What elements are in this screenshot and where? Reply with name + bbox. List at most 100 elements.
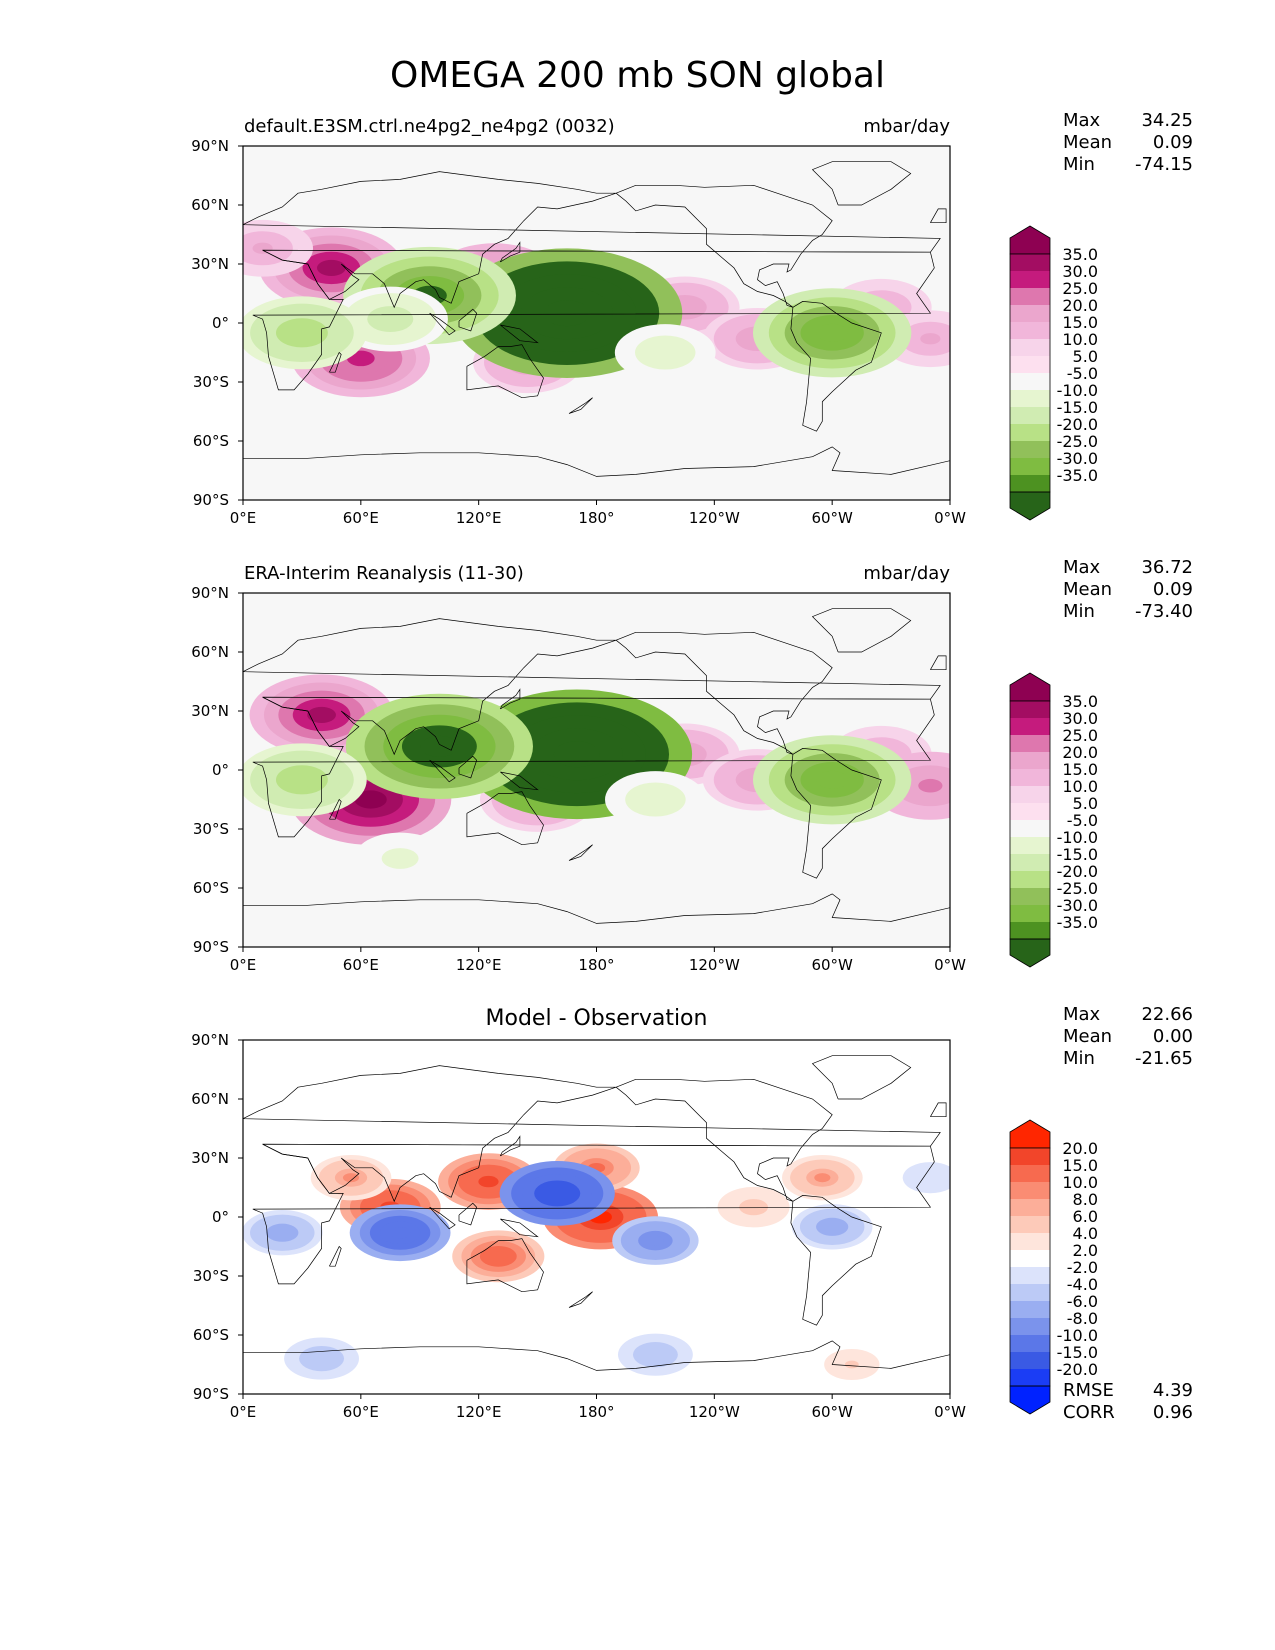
x-tick-label: 60°W [811,956,853,974]
coastline [499,241,521,263]
field-contour [478,1175,499,1188]
colorbar: 35.030.025.020.015.010.05.0-5.0-10.0-15.… [1009,225,1098,521]
coastline [252,1143,935,1285]
colorbar-label: 6.0 [1073,1207,1098,1226]
field-contour [288,325,315,341]
colorbar-label: 5.0 [1073,794,1098,813]
metric-label: CORR [1063,1402,1115,1423]
x-tick-label: 120°E [456,509,502,527]
stat-label: Max [1063,110,1101,131]
stats-box: Max 36.72 Mean 0.09 Min -73.40 [1063,557,1193,623]
panel-title: default.E3SM.ctrl.ne4pg2_ne4pg2 (0032) [244,116,615,137]
figure-title: OMEGA 200 mb SON global [390,55,885,96]
colorbar-extend-low [1009,938,1051,968]
stat-label: Mean [1063,132,1113,153]
x-tick-label: 120°E [456,1403,502,1421]
field-contour [655,346,676,359]
y-tick-label: 0° [212,761,229,779]
colorbar-segment [1010,339,1050,356]
colorbar-extend-low [1009,1385,1051,1415]
colorbar-segment [1010,424,1050,441]
colorbar-segment [1010,1267,1050,1284]
panel-title: Model - Observation [485,1006,708,1031]
colorbar-segment [1010,1199,1050,1216]
x-tick-label: 0°E [230,509,257,527]
colorbar-label: 2.0 [1073,1241,1098,1260]
colorbar-extend-high [1009,672,1051,702]
y-tick-label: 30°N [191,702,229,720]
coastline [466,344,544,399]
stat-value: -73.40 [1134,601,1193,622]
stat-value: 22.66 [1141,1004,1193,1025]
coastline [500,771,539,791]
stat-row: Max 34.25 [1063,110,1193,132]
coastlines [243,608,950,924]
x-tick-label: 0°W [934,956,966,974]
stat-row: Mean 0.00 [1063,1026,1193,1048]
colorbar-label: -5.0 [1067,364,1098,383]
colorbar-label: -35.0 [1057,466,1098,485]
coastline [568,844,593,861]
panel-title: ERA-Interim Reanalysis (11-30) [244,563,524,584]
coastline [243,893,950,924]
colorbar-label: -2.0 [1067,1258,1098,1277]
field-contour [920,333,941,345]
colorbar-segment [1010,407,1050,424]
coastline [458,1202,478,1226]
coastline [243,618,941,756]
field-contour [544,300,591,327]
colorbar-label: -4.0 [1067,1275,1098,1294]
field-contour [274,1228,291,1238]
coastline [252,696,935,838]
colorbar-label: -6.0 [1067,1292,1098,1311]
y-tick-label: 60°N [191,196,229,214]
field-layer [243,674,950,885]
field-layer [243,219,950,398]
x-tick-label: 120°W [689,509,740,527]
field-layer [243,1143,950,1384]
colorbar-segment [1010,1182,1050,1199]
stat-label: Max [1063,1004,1101,1025]
colorbar-label: -20.0 [1057,862,1098,881]
colorbar-segment [1010,786,1050,803]
colorbar-label: -20.0 [1057,1360,1098,1379]
y-tick-label: 30°S [193,373,229,391]
stat-value: 36.72 [1141,557,1193,578]
metric-row: CORR 0.96 [1063,1402,1193,1424]
colorbar-segment [1010,905,1050,922]
metric-value: 4.39 [1152,1380,1193,1401]
y-tick-label: 90°N [191,1031,229,1049]
stat-row: Mean 0.09 [1063,132,1193,154]
field-contour [390,853,410,864]
map-svg: 0°E 60°E 120°E 180° 120°W 60°W 0°W 90°N 60°N 30°N… [191,137,1098,527]
x-tick-label: 60°W [811,1403,853,1421]
field-contour [816,323,849,342]
colorbar-label: -35.0 [1057,913,1098,932]
colorbar-segment [1010,373,1050,390]
colorbar-segment [1010,1250,1050,1267]
field-contour [647,1350,663,1359]
x-tick-label: 60°E [343,509,379,527]
coastline [615,631,833,755]
colorbar-label: -8.0 [1067,1309,1098,1328]
colorbar-segment [1010,254,1050,271]
coastline [499,688,521,710]
stat-label: Max [1063,557,1101,578]
coastline [329,798,342,820]
colorbar-label: -15.0 [1057,1343,1098,1362]
stat-value: 0.09 [1152,579,1193,600]
colorbar-label: -5.0 [1067,811,1098,830]
x-tick-label: 180° [578,956,614,974]
stat-value: -21.65 [1134,1048,1193,1069]
stat-value: -74.15 [1134,154,1193,175]
colorbar-segment [1010,1352,1050,1369]
colorbar-label: 4.0 [1073,1224,1098,1243]
stat-value: 34.25 [1141,110,1193,131]
y-tick-label: 90°N [191,137,229,155]
colorbar-segment [1010,390,1050,407]
colorbar-segment [1010,718,1050,735]
colorbar-segment [1010,735,1050,752]
y-tick-label: 60°N [191,643,229,661]
coastline [790,1195,882,1326]
stat-label: Mean [1063,579,1113,600]
